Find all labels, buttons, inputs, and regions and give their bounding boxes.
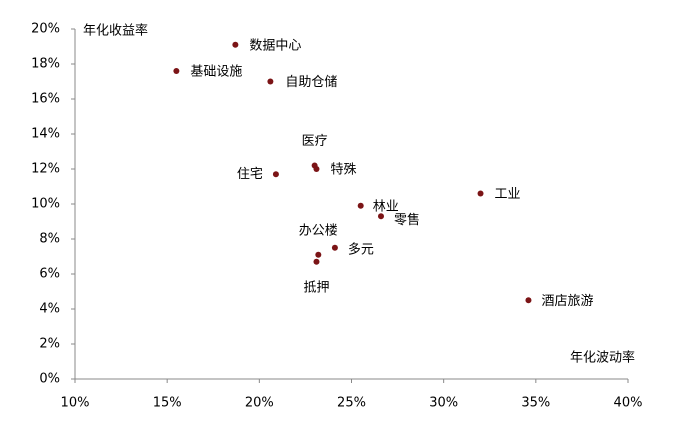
- point-label: 林业: [373, 199, 399, 214]
- point: [525, 297, 532, 304]
- point-label: 办公楼: [299, 223, 338, 238]
- point: [232, 41, 239, 48]
- y-tick-label: 16%: [31, 92, 60, 107]
- x-tick-label: 20%: [245, 396, 274, 411]
- y-tick-label: 14%: [31, 127, 60, 142]
- point: [313, 166, 320, 172]
- y-axis-title: 年化收益率: [83, 23, 148, 39]
- x-tick-label: 25%: [337, 396, 366, 411]
- y-tick-label: 12%: [31, 162, 60, 177]
- x-tick-label: 10%: [61, 396, 90, 411]
- point-label: 住宅: [237, 167, 263, 182]
- point-label: 数据中心: [249, 38, 301, 53]
- y-tick-label: 4%: [39, 302, 60, 317]
- point: [267, 78, 274, 85]
- point: [477, 190, 484, 197]
- point-label: 特殊: [330, 163, 356, 178]
- y-tick-label: 10%: [31, 197, 60, 212]
- point-label: 基础设施: [190, 65, 242, 80]
- x-tick-label: 15%: [153, 396, 182, 411]
- x-axis-title: 年化波动率: [570, 350, 635, 366]
- point-label: 医疗: [302, 134, 328, 149]
- point-label: 酒店旅游: [541, 294, 593, 309]
- x-tick-label: 30%: [429, 396, 458, 411]
- point: [357, 202, 364, 209]
- y-tick-label: 6%: [39, 267, 60, 282]
- y-tick-label: 2%: [39, 337, 60, 352]
- point: [315, 251, 322, 258]
- y-tick-label: 20%: [31, 22, 60, 37]
- x-tick-label: 35%: [521, 396, 550, 411]
- point-label: 工业: [495, 187, 521, 202]
- point: [173, 68, 180, 74]
- point: [272, 171, 279, 178]
- point-label: 零售: [394, 212, 420, 228]
- point-label: 抵押: [303, 280, 329, 295]
- point: [377, 213, 384, 220]
- point-label: 自助仓储: [285, 75, 337, 90]
- point-label: 多元: [348, 241, 374, 257]
- y-tick-label: 8%: [39, 232, 60, 247]
- point: [331, 244, 338, 251]
- y-tick-label: 0%: [39, 372, 60, 387]
- point: [313, 258, 320, 265]
- x-tick-label: 40%: [614, 396, 643, 411]
- y-tick-label: 18%: [31, 57, 60, 72]
